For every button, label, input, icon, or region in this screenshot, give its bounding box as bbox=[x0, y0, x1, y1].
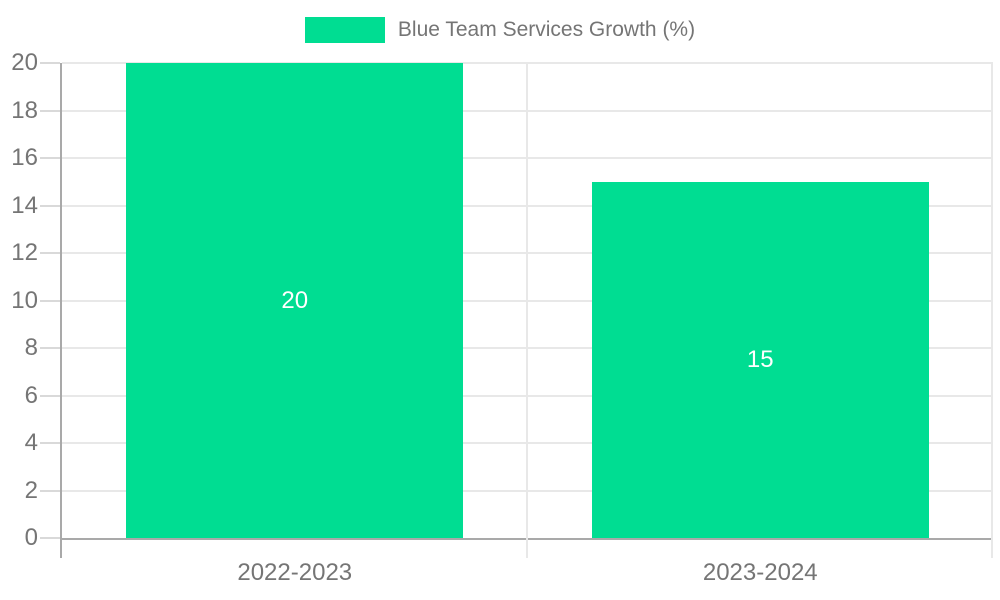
gridline-y-4 bbox=[62, 442, 993, 444]
gridline-y-10 bbox=[62, 299, 993, 302]
y-tick-label-4: 4 bbox=[24, 429, 38, 456]
gridline-y-14 bbox=[62, 204, 993, 207]
y-tick-4 bbox=[40, 442, 60, 444]
y-tick-6 bbox=[40, 394, 60, 397]
y-tick-20 bbox=[40, 62, 60, 64]
y-tick-label-18: 18 bbox=[11, 96, 38, 124]
x-tick-label-2022-2023: 2022-2023 bbox=[237, 559, 353, 586]
bar-2022-2023[interactable]: 20 bbox=[126, 63, 464, 538]
y-tick-16 bbox=[40, 157, 60, 159]
y-tick-label-8: 8 bbox=[24, 334, 38, 361]
legend[interactable]: Blue Team Services Growth (%) bbox=[0, 14, 1000, 46]
y-tick-label-0: 0 bbox=[24, 524, 38, 551]
legend-label: Blue Team Services Growth (%) bbox=[397, 18, 696, 41]
y-tick-label-10: 10 bbox=[11, 286, 38, 314]
y-tick-label-20: 20 bbox=[11, 49, 38, 76]
gridline-y-18 bbox=[62, 109, 993, 112]
y-tick-label-6: 6 bbox=[24, 381, 38, 409]
y-tick-18 bbox=[40, 109, 60, 112]
gridline-y-6 bbox=[62, 394, 993, 397]
y-tick-0 bbox=[40, 537, 60, 539]
y-tick-8 bbox=[40, 347, 60, 349]
bar-2023-2024[interactable]: 15 bbox=[591, 181, 929, 538]
bar-value-label-2022-2023: 20 bbox=[281, 286, 309, 314]
gridline-y-12 bbox=[62, 252, 993, 254]
y-tick-14 bbox=[40, 204, 60, 207]
gridline-y-2 bbox=[62, 489, 993, 492]
y-tick-10 bbox=[40, 299, 60, 302]
legend-swatch bbox=[304, 17, 385, 43]
gridline-y-16 bbox=[62, 157, 993, 159]
gridline-y-20 bbox=[62, 62, 993, 64]
plot-area: 20 15 bbox=[40, 62, 993, 558]
y-axis-line bbox=[60, 63, 62, 558]
gridline-y-8 bbox=[62, 347, 993, 349]
bar-value-label-2023-2024: 15 bbox=[746, 345, 774, 373]
y-tick-label-14: 14 bbox=[11, 191, 38, 219]
x-tick-label-2023-2024: 2023-2024 bbox=[702, 559, 818, 586]
y-tick-12 bbox=[40, 252, 60, 254]
y-tick-2 bbox=[40, 489, 60, 492]
y-tick-label-2: 2 bbox=[24, 476, 38, 504]
category-boundary-line-2 bbox=[991, 63, 993, 558]
category-boundary-line-1 bbox=[525, 63, 528, 558]
y-tick-label-12: 12 bbox=[11, 239, 38, 266]
y-tick-label-16: 16 bbox=[11, 144, 38, 171]
